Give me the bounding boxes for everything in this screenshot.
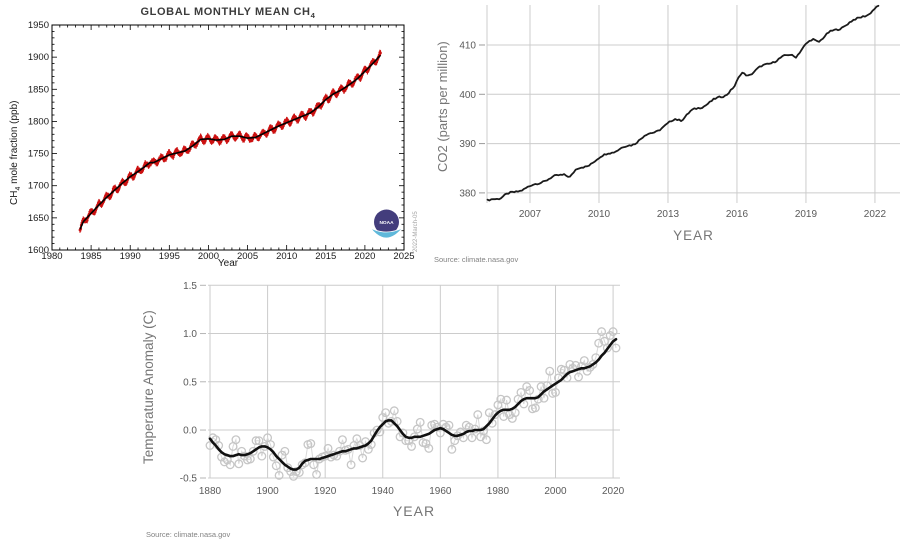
svg-text:1.5: 1.5: [183, 281, 197, 292]
svg-text:1900: 1900: [28, 52, 49, 63]
svg-text:1650: 1650: [28, 213, 49, 224]
svg-text:2005: 2005: [237, 251, 258, 262]
svg-text:2010: 2010: [276, 251, 297, 262]
svg-text:2007: 2007: [519, 209, 542, 220]
svg-text:1850: 1850: [28, 84, 49, 95]
svg-text:2025: 2025: [393, 251, 414, 262]
svg-text:1880: 1880: [199, 486, 222, 497]
ch4-ylabel-subscript: 4: [15, 186, 22, 191]
svg-text:1750: 1750: [28, 149, 49, 160]
temperature-y-axis-label: Temperature Anomaly (C): [141, 310, 156, 464]
svg-text:1700: 1700: [28, 181, 49, 192]
co2-chart: 2007 2010 2013 2016 2019 2022 380 390 400 410 CO2…: [430, 0, 905, 272]
svg-text:1900: 1900: [256, 486, 279, 497]
ch4-x-axis-label: Year: [217, 258, 239, 269]
ch4-ylabel-text: CH: [9, 190, 20, 205]
svg-text:1995: 1995: [159, 251, 180, 262]
svg-text:1800: 1800: [28, 116, 49, 127]
ch4-ylabel-rest: mole fraction (ppb): [9, 100, 20, 187]
co2-plot: 2007 2010 2013 2016 2019 2022 380 390 400 410: [459, 4, 900, 220]
ch4-chart: 1980 1985 1990 1995 2000 2005 2010 2015 2020 2025…: [0, 0, 432, 272]
svg-text:2022: 2022: [864, 209, 887, 220]
svg-text:1600: 1600: [28, 245, 49, 256]
co2-x-axis-label: YEAR: [673, 228, 714, 243]
svg-text:380: 380: [459, 188, 476, 199]
ch4-chart-title: GLOBAL MONTHLY MEAN CH4: [52, 6, 404, 20]
temperature-x-axis-label: YEAR: [392, 503, 436, 519]
svg-text:0.0: 0.0: [183, 426, 197, 437]
ch4-title-text: GLOBAL MONTHLY MEAN CH: [140, 6, 311, 18]
svg-text:1920: 1920: [314, 486, 337, 497]
svg-text:2000: 2000: [544, 486, 567, 497]
svg-text:2020: 2020: [602, 486, 625, 497]
svg-text:2016: 2016: [726, 209, 749, 220]
svg-text:2010: 2010: [588, 209, 611, 220]
temperature-source-credit: Source: climate.nasa.gov: [146, 530, 231, 539]
svg-text:2013: 2013: [657, 209, 680, 220]
svg-text:-0.5: -0.5: [180, 474, 198, 485]
svg-text:0.5: 0.5: [183, 377, 197, 388]
svg-text:2020: 2020: [354, 251, 375, 262]
svg-text:NOAA: NOAA: [379, 220, 394, 226]
svg-text:1940: 1940: [372, 486, 395, 497]
temperature-plot: 1880 1900 1920 1940 1960 1980 2000 2020 -0.5 0.0 0…: [180, 281, 625, 497]
co2-y-axis-label: CO2 (parts per million): [435, 41, 450, 172]
co2-source-credit: Source: climate.nasa.gov: [434, 255, 519, 264]
svg-text:1990: 1990: [120, 251, 141, 262]
svg-text:1980: 1980: [41, 251, 62, 262]
ch4-plot: 1980 1985 1990 1995 2000 2005 2010 2015 2020 2025…: [28, 20, 415, 262]
svg-text:2000: 2000: [198, 251, 219, 262]
noaa-logo: NOAA: [370, 209, 403, 239]
svg-text:400: 400: [459, 90, 476, 101]
svg-text:390: 390: [459, 139, 476, 150]
svg-text:1950: 1950: [28, 20, 49, 31]
svg-text:1980: 1980: [487, 486, 510, 497]
ch4-title-subscript: 4: [310, 11, 316, 21]
temperature-anomaly-chart: 1880 1900 1920 1940 1960 1980 2000 2020 -0.5 0.0 0…: [130, 272, 660, 553]
ch4-y-axis-label: CH4 mole fraction (ppb): [9, 100, 22, 205]
svg-text:1.0: 1.0: [183, 329, 197, 340]
svg-text:1985: 1985: [81, 251, 102, 262]
svg-text:2015: 2015: [315, 251, 336, 262]
svg-text:2019: 2019: [795, 209, 818, 220]
svg-text:1960: 1960: [429, 486, 452, 497]
svg-text:410: 410: [459, 40, 476, 51]
ch4-date-stamp: 2022-March-05: [413, 211, 419, 252]
